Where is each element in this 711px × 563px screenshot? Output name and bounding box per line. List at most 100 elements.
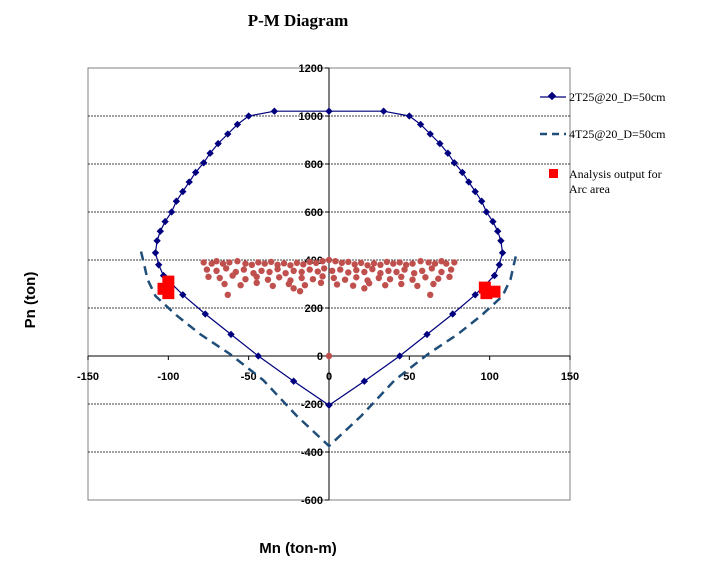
- cloud-point: [341, 276, 349, 283]
- cloud-point: [255, 259, 262, 266]
- cloud-point: [285, 280, 293, 288]
- series-marker-2t25: [325, 107, 333, 115]
- cloud-point: [280, 260, 288, 267]
- series-marker-2t25: [450, 159, 458, 167]
- cloud-point: [266, 268, 273, 276]
- y-tick-label: 0: [317, 351, 323, 363]
- legend-label-3-line-1: Analysis output for: [569, 167, 662, 181]
- cloud-point: [224, 291, 231, 298]
- cloud-point: [353, 266, 360, 274]
- cloud-point: [370, 260, 378, 267]
- cloud-point: [375, 274, 383, 282]
- cloud-point: [382, 282, 389, 289]
- cloud-point: [427, 291, 434, 298]
- cloud-point: [213, 258, 220, 265]
- cloud-point: [438, 258, 445, 265]
- cloud-point: [205, 273, 212, 280]
- series-marker-2t25: [270, 107, 279, 115]
- cloud-point: [435, 275, 442, 282]
- x-tick-labels: -150 -100 -50 0 50 100 150: [77, 371, 579, 383]
- series-marker-2t25: [471, 187, 479, 196]
- cloud-point: [345, 258, 352, 266]
- x-tick-label: 150: [561, 371, 579, 383]
- cloud-point: [213, 267, 220, 274]
- cloud-point: [332, 258, 339, 265]
- cloud-point: [219, 260, 227, 267]
- cloud-point: [242, 276, 249, 283]
- analysis-output-marker: [488, 285, 501, 298]
- cloud-point: [425, 259, 432, 266]
- cloud-point: [402, 261, 410, 268]
- cloud-point: [333, 281, 341, 288]
- series-marker-2t25: [289, 377, 298, 385]
- series-marker-2t25: [471, 291, 479, 299]
- cloud-point: [267, 258, 275, 266]
- series-marker-2t25: [494, 227, 502, 235]
- analysis-output-marker: [162, 275, 175, 288]
- x-tick-label: -50: [241, 371, 257, 383]
- series-line-4t25: [139, 251, 519, 448]
- series-marker-2t25: [477, 197, 486, 205]
- legend-label-3-line-2: Arc area: [569, 182, 611, 196]
- series-marker-2t25: [379, 107, 388, 115]
- cloud-point: [345, 269, 352, 276]
- series-marker-2t25: [161, 217, 169, 226]
- cloud-point: [351, 261, 358, 268]
- y-tick-label: 1000: [299, 111, 323, 123]
- series-marker-2t25: [214, 139, 222, 148]
- series-marker-2t25: [360, 377, 369, 385]
- cloud-point: [301, 282, 309, 289]
- series-marker-2t25: [426, 130, 434, 138]
- series-marker-2t25: [325, 401, 333, 409]
- cloud-point: [216, 274, 223, 282]
- series-marker-2t25: [254, 352, 262, 360]
- legend-label-2: 4T25@20_D=50cm: [569, 127, 666, 141]
- cloud-point: [222, 265, 230, 272]
- cloud-point: [237, 282, 244, 289]
- cloud-point: [428, 265, 436, 272]
- x-tick-label: -150: [77, 371, 99, 383]
- cloud-point: [361, 285, 368, 292]
- cloud-point: [390, 260, 397, 267]
- cloud-point: [438, 268, 445, 276]
- cloud-point: [369, 265, 376, 273]
- series-marker-2t25: [449, 310, 457, 318]
- series-marker-2t25: [185, 178, 193, 186]
- series-marker-2t25: [482, 208, 491, 216]
- cloud-point: [422, 274, 429, 281]
- series-marker-2t25: [201, 310, 209, 318]
- y-tick-label: -200: [301, 399, 323, 411]
- series-marker-2t25: [155, 261, 163, 269]
- series-marker-2t25: [490, 271, 499, 280]
- y-tick-label: 200: [305, 303, 323, 315]
- y-tick-label: 800: [305, 159, 323, 171]
- scatter-cloud: [200, 256, 458, 360]
- cloud-point: [396, 259, 403, 266]
- cloud-point: [317, 279, 325, 286]
- cloud-point: [306, 266, 313, 273]
- cloud-point: [226, 259, 233, 266]
- legend-label-1: 2T25@20_D=50cm: [569, 90, 666, 104]
- cloud-point: [393, 268, 400, 276]
- cloud-point: [300, 261, 307, 268]
- x-tick-label: 100: [480, 371, 498, 383]
- cloud-point: [264, 276, 272, 283]
- y-tick-labels: -600-400-200020040060080010001200: [299, 63, 323, 507]
- cloud-point: [443, 260, 450, 267]
- series-marker-2t25: [151, 249, 160, 257]
- analysis-output-marker: [162, 287, 175, 300]
- cloud-point: [298, 274, 305, 282]
- series-marker-2t25: [233, 120, 242, 129]
- cloud-point: [290, 285, 297, 292]
- cloud-point: [287, 262, 294, 269]
- x-axis-label: Mn (ton-m): [259, 540, 336, 557]
- series-marker-2t25: [244, 112, 253, 120]
- cloud-point: [240, 266, 248, 273]
- cloud-point: [451, 259, 458, 266]
- cloud-point: [298, 268, 305, 276]
- series-marker-2t25: [497, 237, 505, 245]
- cloud-point: [329, 267, 336, 274]
- cloud-point: [409, 276, 416, 283]
- cloud-point: [296, 288, 304, 295]
